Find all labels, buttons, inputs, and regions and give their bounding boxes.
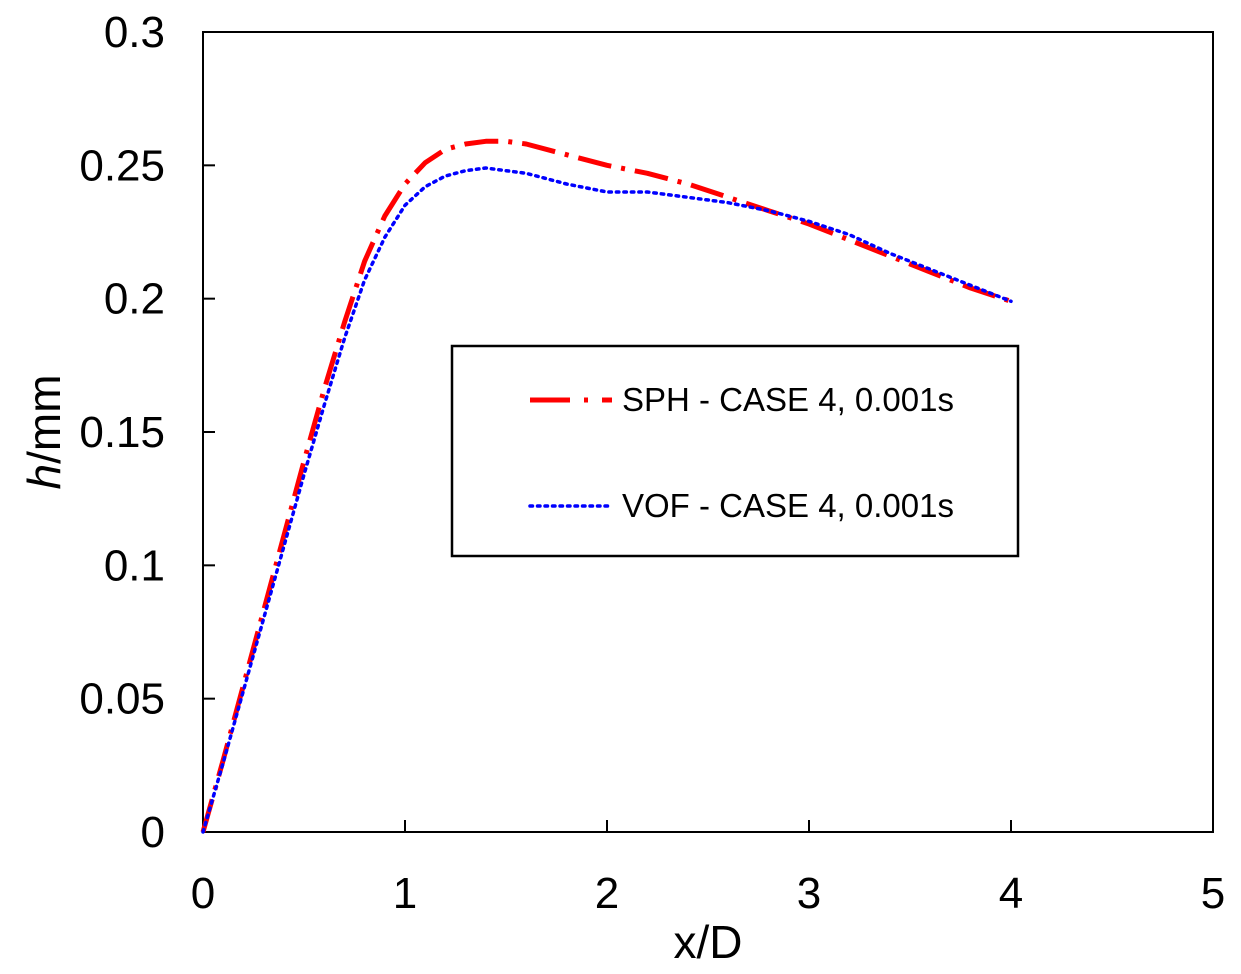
- x-axis-title: x/D: [674, 916, 743, 968]
- y-tick-label: 0.2: [104, 275, 165, 324]
- x-tick-label: 0: [191, 869, 215, 918]
- y-axis-title-unit: /mm: [18, 374, 70, 463]
- x-axis-ticks: 0 1 2 3 4 5: [191, 820, 1225, 918]
- x-tick-label: 5: [1201, 869, 1225, 918]
- y-axis-title-symbol: h: [18, 464, 70, 490]
- x-tick-label: 1: [393, 869, 417, 918]
- series-line-sph: [200, 138, 1012, 833]
- y-axis-ticks: 0 0.05 0.1 0.15 0.2 0.25 0.3: [79, 8, 215, 857]
- legend-label-sph: SPH - CASE 4, 0.001s: [622, 381, 954, 418]
- y-tick-label: 0.3: [104, 8, 165, 57]
- y-tick-label: 0.1: [104, 541, 165, 590]
- series-layer: [200, 138, 1013, 834]
- legend-box: [450, 344, 1020, 558]
- series-line-vof: [201, 166, 1013, 834]
- y-tick-label: 0.05: [79, 675, 165, 724]
- y-tick-label: 0.25: [79, 141, 165, 190]
- x-tick-label: 2: [595, 869, 619, 918]
- legend: SPH - CASE 4, 0.001s VOF - CASE 4, 0.001…: [450, 344, 1020, 558]
- x-tick-label: 4: [999, 869, 1023, 918]
- legend-label-vof: VOF - CASE 4, 0.001s: [622, 487, 954, 524]
- y-tick-label: 0: [141, 808, 165, 857]
- y-axis-title: h/mm: [18, 374, 70, 489]
- x-tick-label: 3: [797, 869, 821, 918]
- y-tick-label: 0.15: [79, 408, 165, 457]
